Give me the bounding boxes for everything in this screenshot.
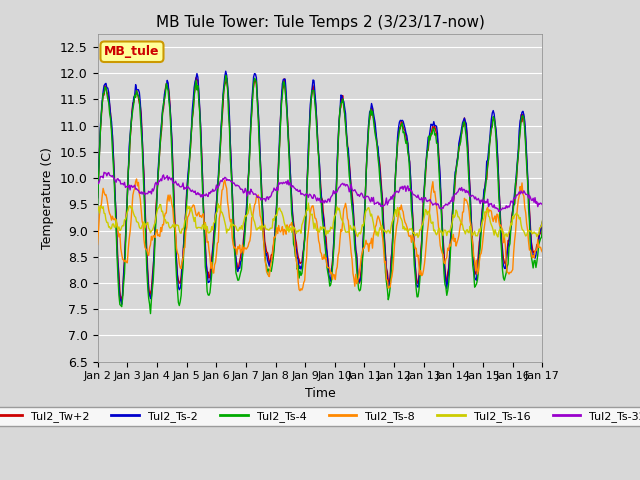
Title: MB Tule Tower: Tule Temps 2 (3/23/17-now): MB Tule Tower: Tule Temps 2 (3/23/17-now… (156, 15, 484, 30)
X-axis label: Time: Time (305, 387, 335, 400)
Y-axis label: Temperature (C): Temperature (C) (42, 147, 54, 249)
Legend: Tul2_Tw+2, Tul2_Ts-2, Tul2_Ts-4, Tul2_Ts-8, Tul2_Ts-16, Tul2_Ts-32: Tul2_Tw+2, Tul2_Ts-2, Tul2_Ts-4, Tul2_Ts… (0, 407, 640, 426)
Text: MB_tule: MB_tule (104, 45, 160, 58)
